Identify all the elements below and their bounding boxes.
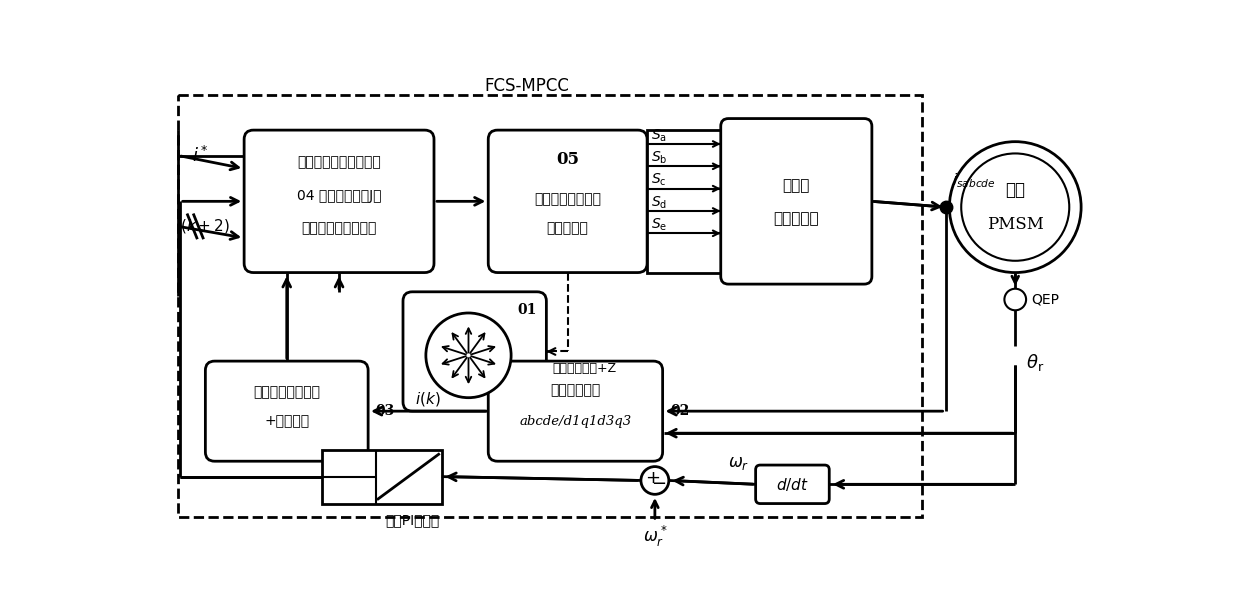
Text: 最小的虚拟电压矢量: 最小的虚拟电压矢量 <box>301 222 377 236</box>
Text: $\omega_r^*$: $\omega_r^*$ <box>642 523 667 549</box>
Text: 所选虚拟矢量的脉: 所选虚拟矢量的脉 <box>534 192 601 206</box>
Bar <box>179 95 923 517</box>
Text: $i_{sabcde}$: $i_{sabcde}$ <box>952 171 996 190</box>
Text: 五相逆变器: 五相逆变器 <box>774 211 820 226</box>
FancyBboxPatch shape <box>755 465 830 504</box>
Text: $S_{\mathrm{b}}$: $S_{\mathrm{b}}$ <box>651 150 667 166</box>
Text: 旋转坐标变换: 旋转坐标变换 <box>551 384 600 397</box>
Circle shape <box>1004 289 1025 311</box>
Text: −: − <box>651 475 666 493</box>
Text: $\omega_r$: $\omega_r$ <box>728 455 749 472</box>
Text: PMSM: PMSM <box>987 215 1044 233</box>
Text: abcde/d1q1d3q3: abcde/d1q1d3q3 <box>520 415 631 428</box>
FancyBboxPatch shape <box>244 130 434 273</box>
Text: 04 应使目标函数J值: 04 应使目标函数J值 <box>296 189 382 203</box>
Text: 电流预测控制模型: 电流预测控制模型 <box>253 385 320 399</box>
Text: $i^*$: $i^*$ <box>191 145 208 166</box>
FancyBboxPatch shape <box>489 361 662 461</box>
FancyBboxPatch shape <box>206 361 368 461</box>
Text: 03: 03 <box>376 404 396 418</box>
Circle shape <box>950 142 1081 273</box>
Bar <box>647 130 720 273</box>
FancyBboxPatch shape <box>720 119 872 284</box>
Text: 02: 02 <box>671 404 689 418</box>
Text: 05: 05 <box>557 151 579 168</box>
Text: $\theta_{\rm r}$: $\theta_{\rm r}$ <box>1025 352 1044 373</box>
Text: 两电平: 两电平 <box>782 178 810 194</box>
Text: $i(k+2)$: $i(k+2)$ <box>176 217 231 235</box>
Text: 目标函数计算并选取对: 目标函数计算并选取对 <box>298 156 381 169</box>
Text: $S_{\mathrm{a}}$: $S_{\mathrm{a}}$ <box>651 127 667 144</box>
Text: 五相: 五相 <box>1006 181 1025 199</box>
Text: QEP: QEP <box>1030 292 1059 306</box>
Text: $S_{\mathrm{c}}$: $S_{\mathrm{c}}$ <box>651 172 667 188</box>
Circle shape <box>641 467 668 494</box>
FancyBboxPatch shape <box>403 292 547 411</box>
Text: 冲序列生成: 冲序列生成 <box>547 222 589 236</box>
Circle shape <box>425 313 511 398</box>
Text: 速度PI控制器: 速度PI控制器 <box>386 513 440 527</box>
Text: 01: 01 <box>518 303 537 317</box>
Bar <box>321 450 441 504</box>
Text: 虚拟电压矢量+Z: 虚拟电压矢量+Z <box>553 362 616 375</box>
Text: $d/dt$: $d/dt$ <box>776 476 808 493</box>
Text: +: + <box>645 469 660 487</box>
Text: +延时补偿: +延时补偿 <box>264 414 309 428</box>
Text: $S_{\mathrm{d}}$: $S_{\mathrm{d}}$ <box>651 194 667 210</box>
Text: $S_{\mathrm{e}}$: $S_{\mathrm{e}}$ <box>651 216 667 233</box>
Text: $i(k)$: $i(k)$ <box>415 390 441 408</box>
Text: FCS-MPCC: FCS-MPCC <box>485 77 569 95</box>
FancyBboxPatch shape <box>489 130 647 273</box>
Circle shape <box>961 153 1069 260</box>
